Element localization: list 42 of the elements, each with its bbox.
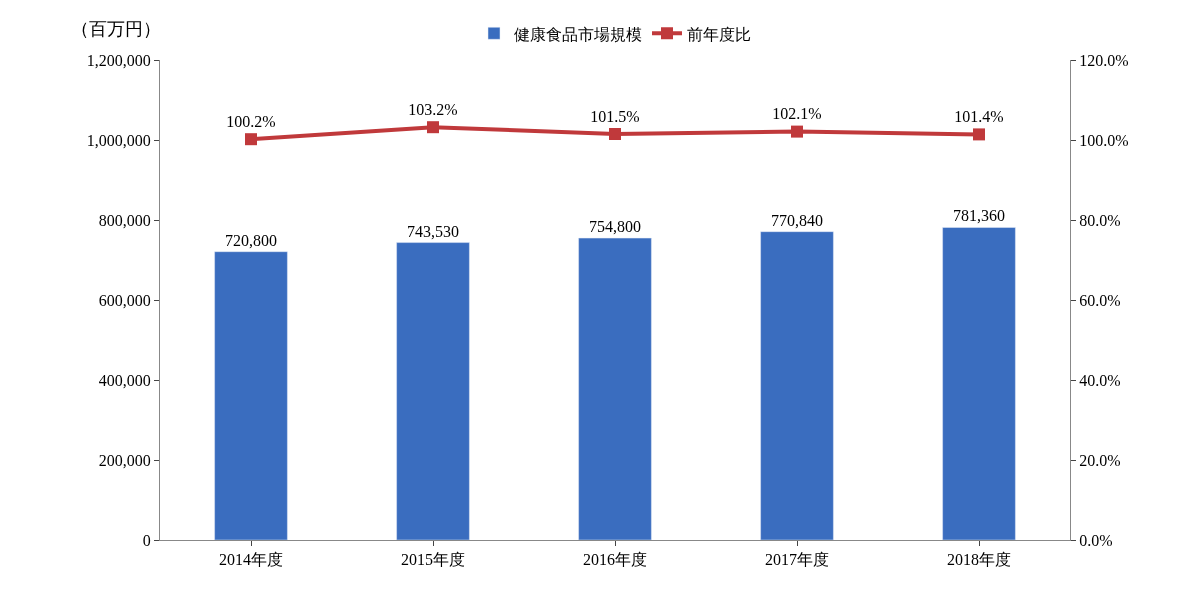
bar	[578, 237, 652, 540]
y2-tick-label: 40.0%	[1079, 371, 1121, 389]
x-tick-label: 2014年度	[219, 551, 283, 569]
y2-tick-label: 80.0%	[1079, 211, 1121, 229]
data-label: 101.4%	[954, 107, 1004, 125]
y-tick-label: 400,000	[98, 371, 151, 389]
y-tick-label: 1,200,000	[86, 51, 151, 69]
bar	[396, 242, 470, 540]
point	[973, 128, 985, 141]
y2-tick-label: 0.0%	[1079, 531, 1113, 549]
data-label: 770,840	[771, 211, 823, 229]
y-tick-label: 0	[142, 531, 151, 549]
data-label: 754,800	[589, 218, 641, 236]
y-tick-label: 200,000	[98, 451, 151, 469]
data-label: 720,800	[225, 231, 277, 249]
y2-tick-label: 100.0%	[1079, 131, 1129, 149]
data-label: 781,360	[953, 207, 1005, 225]
data-label: 101.5%	[590, 107, 640, 125]
data-label: 102.1%	[772, 105, 822, 123]
point	[245, 133, 257, 146]
bar	[942, 227, 1016, 540]
y-tick-label: 800,000	[98, 211, 151, 229]
data-label: 103.2%	[408, 100, 458, 118]
point	[427, 121, 439, 134]
y2-tick-label: 60.0%	[1079, 291, 1121, 309]
x-tick-label: 2016年度	[583, 551, 647, 569]
x-tick-label: 2015年度	[401, 551, 465, 569]
x-tick-label: 2017年度	[765, 551, 829, 569]
point	[791, 125, 803, 138]
bar	[214, 251, 288, 540]
data-label: 743,530	[407, 222, 459, 240]
point	[609, 128, 621, 140]
y2-tick-label: 120.0%	[1079, 51, 1129, 69]
y-axis-title: （百万円）	[71, 19, 161, 39]
bar	[760, 231, 834, 540]
y2-tick-label: 20.0%	[1079, 451, 1121, 469]
y-tick-label: 1,000,000	[86, 131, 151, 149]
legend-label: 前年度比	[687, 25, 751, 43]
legend-label: 健康食品市場規模	[514, 25, 642, 43]
y-tick-label: 600,000	[98, 291, 151, 309]
data-label: 100.2%	[226, 112, 276, 130]
x-tick-label: 2018年度	[947, 551, 1011, 569]
